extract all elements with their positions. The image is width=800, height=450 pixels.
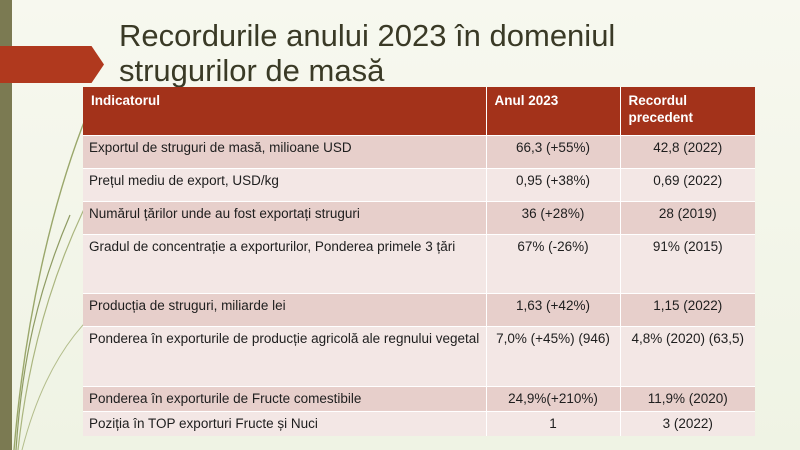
year-2023-cell: 0,95 (+38%): [486, 167, 621, 201]
year-2023-cell: 1,63 (+42%): [486, 292, 621, 326]
indicator-cell: Prețul mediu de export, USD/kg: [83, 167, 487, 201]
indicator-cell: Ponderea în exporturile de producție agr…: [83, 325, 487, 386]
table-row: Numărul țărilor unde au fost exportați s…: [83, 200, 755, 234]
indicator-cell: Ponderea în exporturile de Fructe comest…: [83, 385, 487, 411]
previous-record-cell: 42,8 (2022): [620, 134, 755, 168]
left-decor-bar: [0, 0, 12, 450]
table-row: Ponderea în exporturile de producție agr…: [83, 325, 755, 386]
year-2023-cell: 24,9%(+210%): [486, 385, 621, 411]
year-2023-cell: 1: [486, 410, 621, 436]
year-2023-cell: 67% (-26%): [486, 233, 621, 293]
table-row: Producția de struguri, miliarde lei 1,63…: [83, 292, 755, 326]
header-indicator: Indicatorul: [83, 87, 487, 135]
previous-record-cell: 11,9% (2020): [620, 385, 755, 411]
header-previous-record: Recordul precedent: [620, 87, 755, 135]
table-row: Poziția în TOP exporturi Fructe și Nuci …: [83, 410, 755, 436]
table-row: Prețul mediu de export, USD/kg 0,95 (+38…: [83, 167, 755, 201]
indicator-cell: Numărul țărilor unde au fost exportați s…: [83, 200, 487, 234]
records-table: Indicatorul Anul 2023 Recordul precedent…: [83, 87, 755, 436]
year-2023-cell: 7,0% (+45%) (946): [486, 325, 621, 386]
previous-record-cell: 4,8% (2020) (63,5): [620, 325, 755, 386]
table-header-row: Indicatorul Anul 2023 Recordul precedent: [83, 87, 755, 135]
previous-record-cell: 3 (2022): [620, 410, 755, 436]
slide-title: Recordurile anului 2023 în domeniul stru…: [119, 18, 616, 88]
indicator-cell: Poziția în TOP exporturi Fructe și Nuci: [83, 410, 487, 436]
indicator-cell: Producția de struguri, miliarde lei: [83, 292, 487, 326]
table-row: Gradul de concentrație a exporturilor, P…: [83, 233, 755, 293]
year-2023-cell: 36 (+28%): [486, 200, 621, 234]
title-accent-arrow: [0, 46, 104, 83]
year-2023-cell: 66,3 (+55%): [486, 134, 621, 168]
table-row: Ponderea în exporturile de Fructe comest…: [83, 385, 755, 411]
header-year-2023: Anul 2023: [486, 87, 621, 135]
indicator-cell: Gradul de concentrație a exporturilor, P…: [83, 233, 487, 293]
indicator-cell: Exportul de struguri de masă, milioane U…: [83, 134, 487, 168]
previous-record-cell: 1,15 (2022): [620, 292, 755, 326]
previous-record-cell: 28 (2019): [620, 200, 755, 234]
table-row: Exportul de struguri de masă, milioane U…: [83, 134, 755, 168]
previous-record-cell: 91% (2015): [620, 233, 755, 293]
previous-record-cell: 0,69 (2022): [620, 167, 755, 201]
